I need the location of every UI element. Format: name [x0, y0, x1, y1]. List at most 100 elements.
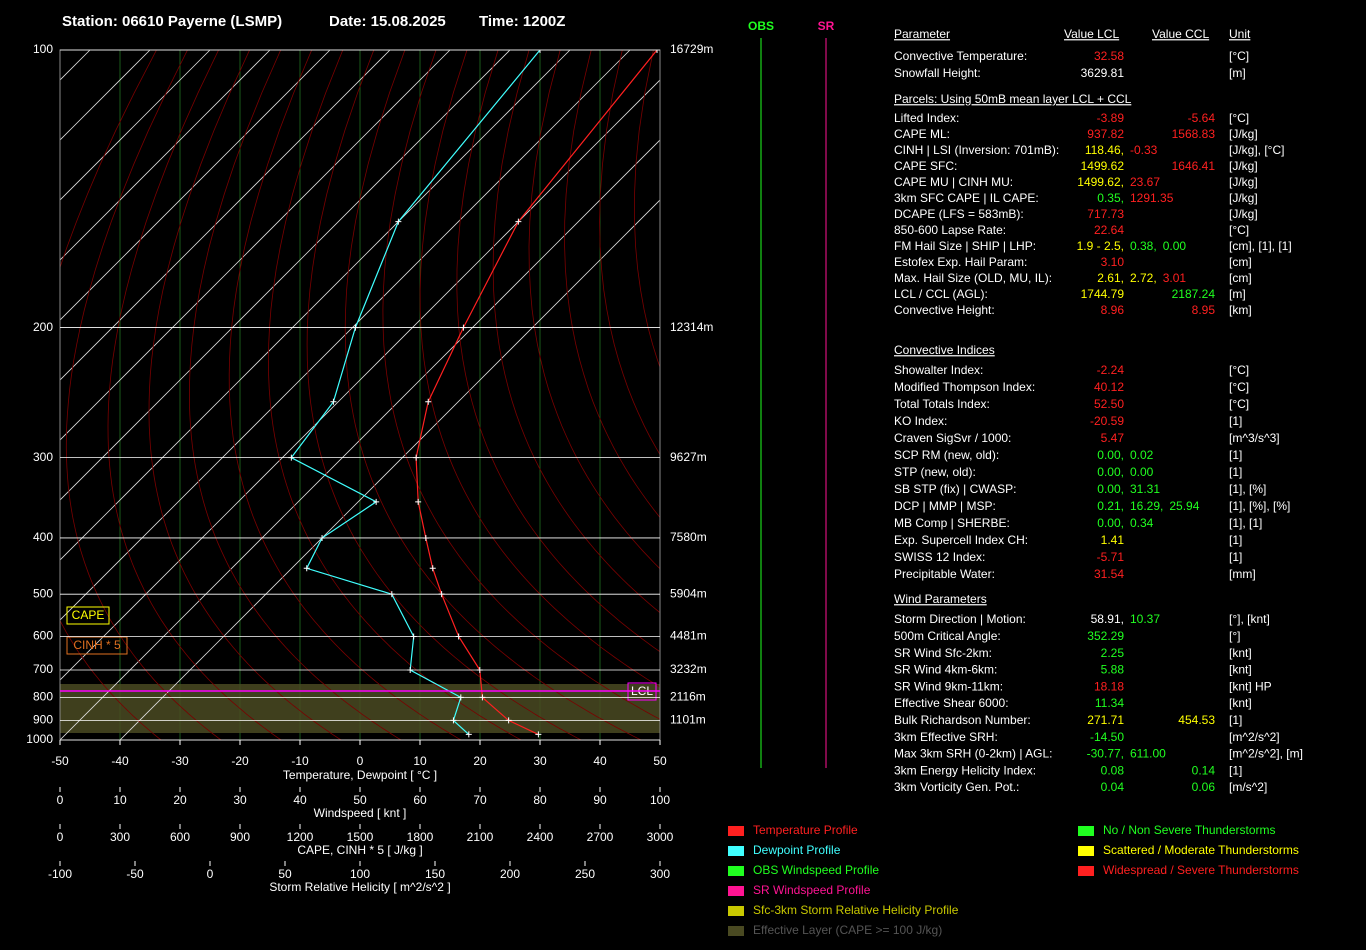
profile-point — [303, 565, 310, 572]
row-unit: [1] — [1229, 550, 1242, 564]
row-label: 3km Vorticity Gen. Pot.: — [894, 780, 1019, 794]
row-label: SB STP (fix) | CWASP: — [894, 482, 1016, 496]
row-label: Modified Thompson Index: — [894, 380, 1035, 394]
axis-tick-label: -50 — [126, 867, 144, 881]
row-value: 18.18 — [1094, 679, 1124, 693]
time: Time: 1200Z — [479, 13, 565, 30]
row-label: Convective Height: — [894, 303, 995, 317]
height-label: 16729m — [670, 42, 713, 56]
row-label: FM Hail Size | SHIP | LHP: — [894, 239, 1036, 253]
dry-adiabat — [419, 50, 660, 688]
row-value: -5.71 — [1097, 550, 1125, 564]
row-unit: [m] — [1229, 287, 1246, 301]
cinh-label: CINH * 5 — [73, 638, 121, 652]
x-tick-label: 30 — [533, 754, 547, 768]
legend-swatch — [1078, 866, 1094, 876]
legend-entry: No / Non Severe Thunderstorms — [1103, 823, 1276, 837]
row-unit: [°C] — [1229, 111, 1249, 125]
row-value: 3.10 — [1101, 255, 1125, 269]
row-unit: [knt] — [1229, 696, 1252, 710]
axis-tick-label: 40 — [293, 793, 307, 807]
row-value: 611.00 — [1130, 747, 1166, 761]
row-unit: [°C] — [1229, 380, 1249, 394]
x-tick-label: -10 — [291, 754, 309, 768]
legend-entry: Scattered / Moderate Thunderstorms — [1103, 843, 1299, 857]
axis-tick-label: 50 — [353, 793, 367, 807]
axis-tick-label: 250 — [575, 867, 595, 881]
legend-entry: OBS Windspeed Profile — [753, 863, 879, 877]
dry-adiabat — [599, 50, 660, 456]
row-label: LCL / CCL (AGL): — [894, 287, 988, 301]
dry-adiabat — [564, 50, 660, 519]
row-value: 0.00 — [1163, 239, 1187, 253]
row-value: 32.58 — [1094, 49, 1124, 63]
row-label: CINH | LSI (Inversion: 701mB): — [894, 143, 1059, 157]
axis-tick-label: 2700 — [587, 830, 614, 844]
isotherm — [60, 50, 331, 321]
row-label: 500m Critical Angle: — [894, 629, 1001, 643]
axis-tick-label: 1500 — [347, 830, 374, 844]
row-unit: [°C] — [1229, 397, 1249, 411]
row-unit: [1] — [1229, 713, 1242, 727]
row-value: 0.02 — [1130, 448, 1154, 462]
section-title: Parcels: Using 50mB mean layer LCL + CCL — [894, 92, 1132, 106]
row-unit: [1] — [1229, 448, 1242, 462]
dry-adiabat — [528, 50, 660, 570]
row-value: 454.53 — [1178, 713, 1215, 727]
row-value: 1499.62, — [1077, 175, 1124, 189]
row-value: 0.00, — [1097, 516, 1124, 530]
row-value: 5.47 — [1101, 431, 1125, 445]
row-value: 0.00, — [1097, 448, 1124, 462]
row-value: 16.29, — [1130, 499, 1163, 513]
x-tick-label: 40 — [593, 754, 607, 768]
row-value: 1499.62 — [1081, 159, 1125, 173]
isotherm — [60, 50, 511, 501]
axis-tick-label: 10 — [113, 793, 127, 807]
axis-label: Windspeed [ knt ] — [314, 806, 407, 820]
height-label: 7580m — [670, 530, 707, 544]
row-unit: [°], [knt] — [1229, 612, 1270, 626]
legend-swatch — [728, 906, 744, 916]
isotherm — [60, 50, 451, 441]
x-tick-label: 50 — [653, 754, 667, 768]
axis-tick-label: 20 — [173, 793, 187, 807]
profile-point — [330, 398, 337, 405]
table-header: Unit — [1229, 27, 1251, 41]
pressure-label: 1000 — [26, 732, 53, 746]
row-unit: [1], [1] — [1229, 516, 1262, 530]
row-value: 0.00 — [1130, 465, 1154, 479]
row-value: -30.77, — [1087, 747, 1124, 761]
date: Date: 15.08.2025 — [329, 13, 446, 30]
row-value: 1568.83 — [1172, 127, 1216, 141]
row-label: Craven SigSvr / 1000: — [894, 431, 1011, 445]
x-tick-label: -30 — [171, 754, 189, 768]
isotherm — [60, 79, 660, 681]
isotherm — [60, 50, 631, 621]
row-value: 25.94 — [1169, 499, 1199, 513]
legend-swatch — [728, 826, 744, 836]
height-label: 2116m — [670, 690, 706, 704]
row-label: Total Totals Index: — [894, 397, 990, 411]
profile-point — [515, 218, 522, 225]
legend-swatch — [728, 846, 744, 856]
profile-point — [535, 731, 542, 738]
row-unit: [°] — [1229, 629, 1240, 643]
section-title: Convective Indices — [894, 343, 995, 357]
row-label: SR Wind 9km-11km: — [894, 679, 1003, 693]
dry-adiabat — [344, 50, 642, 740]
profile-point — [425, 398, 432, 405]
height-label: 12314m — [670, 320, 713, 334]
row-label: 3km Effective SRH: — [894, 730, 998, 744]
pressure-label: 300 — [33, 450, 53, 464]
row-label: DCAPE (LFS = 583mB): — [894, 207, 1024, 221]
profile-point — [465, 731, 472, 738]
row-value: 1.41 — [1101, 533, 1125, 547]
obs-header: OBS — [748, 19, 774, 33]
row-value: 0.06 — [1192, 780, 1216, 794]
table-header: Value CCL — [1152, 27, 1209, 41]
row-label: Exp. Supercell Index CH: — [894, 533, 1028, 547]
row-value: 0.00, — [1097, 465, 1124, 479]
row-value: 22.64 — [1094, 223, 1124, 237]
row-unit: [J/kg] — [1229, 127, 1258, 141]
legend-entry: Temperature Profile — [753, 823, 858, 837]
